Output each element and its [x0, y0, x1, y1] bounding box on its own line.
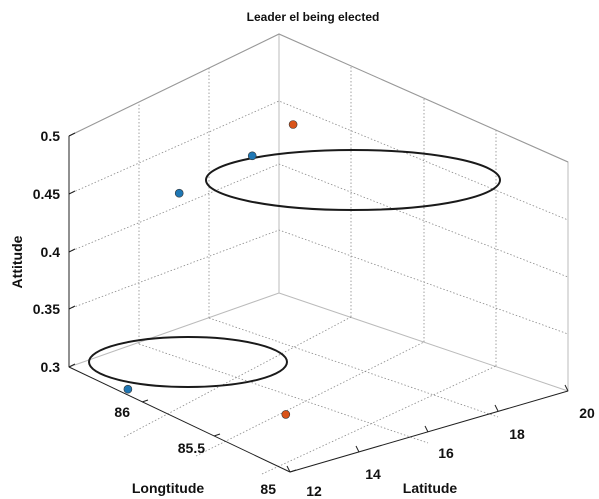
tick-mark-x-18: [494, 404, 499, 412]
floor-grid-x-3: [261, 365, 497, 475]
tick-label-y-85: 85: [260, 481, 276, 497]
data-point-series2-2: [288, 120, 298, 129]
tick-mark-z-045: [68, 190, 76, 195]
gridline-z-035: [68, 229, 569, 335]
floor-grid-x-2: [195, 341, 425, 457]
data-point-series1-3: [247, 151, 257, 161]
tick-mark-z-04: [68, 248, 76, 253]
tick-label-z-05: 0.5: [41, 128, 61, 144]
axes-box: [68, 33, 569, 473]
floor-grid-y-1: [138, 343, 429, 444]
tick-mark-y-855: [213, 433, 221, 437]
gridline-z-045: [68, 100, 569, 221]
tick-label-x-18: 18: [509, 426, 525, 442]
data-point-series1-1: [123, 384, 133, 394]
tick-label-z-04: 0.4: [41, 244, 61, 260]
data-point-series2-1: [281, 410, 291, 419]
tick-mark-y-85: [289, 469, 297, 473]
data-point-series1-2: [174, 188, 184, 198]
tick-marks: [68, 132, 569, 473]
tick-label-x-12: 12: [306, 483, 322, 499]
tick-labels: 0.5 0.45 0.4 0.35 0.3 86 85.5 85 12 14 1…: [33, 128, 595, 499]
tick-label-x-16: 16: [438, 445, 454, 461]
cluster-ellipse-upper: [205, 149, 501, 211]
x-axis-title: Latitude: [403, 480, 458, 496]
gridline-z-04: [68, 163, 569, 278]
floor-grid-y-2: [208, 317, 499, 418]
y-axis-title: Longtitude: [132, 480, 205, 496]
cluster-ellipse-lower: [88, 336, 288, 388]
tick-label-z-045: 0.45: [33, 186, 60, 202]
tick-mark-z-05: [68, 132, 76, 137]
tick-label-x-20: 20: [579, 405, 595, 421]
z-axis-title: Attitude: [9, 235, 25, 288]
back-top-edge-right: [278, 33, 569, 163]
tick-label-y-86: 86: [114, 404, 130, 420]
cluster-ellipses: [88, 149, 501, 388]
tick-mark-x-20: [564, 384, 569, 392]
tick-label-y-855: 85.5: [178, 440, 205, 456]
axis-titles: Leader el being elected Attitude Longtit…: [9, 10, 457, 496]
tick-mark-x-14: [355, 445, 360, 453]
x-axis-line: [289, 390, 569, 473]
y-axis-line: [68, 366, 291, 473]
right-back-wall: [278, 33, 569, 392]
tick-label-z-03: 0.3: [41, 359, 61, 375]
chart-title: Leader el being elected: [247, 10, 380, 24]
tick-mark-x-16: [424, 425, 429, 433]
tick-mark-z-03: [68, 363, 76, 368]
tick-label-x-14: 14: [365, 466, 381, 482]
data-points: [123, 120, 298, 419]
tick-mark-y-86: [141, 399, 149, 403]
tick-label-z-035: 0.35: [33, 301, 60, 317]
floor-grid-x-1: [123, 316, 352, 438]
tick-mark-x-12: [286, 465, 291, 473]
tick-mark-z-035: [68, 305, 76, 310]
back-top-edge-left: [68, 33, 280, 137]
